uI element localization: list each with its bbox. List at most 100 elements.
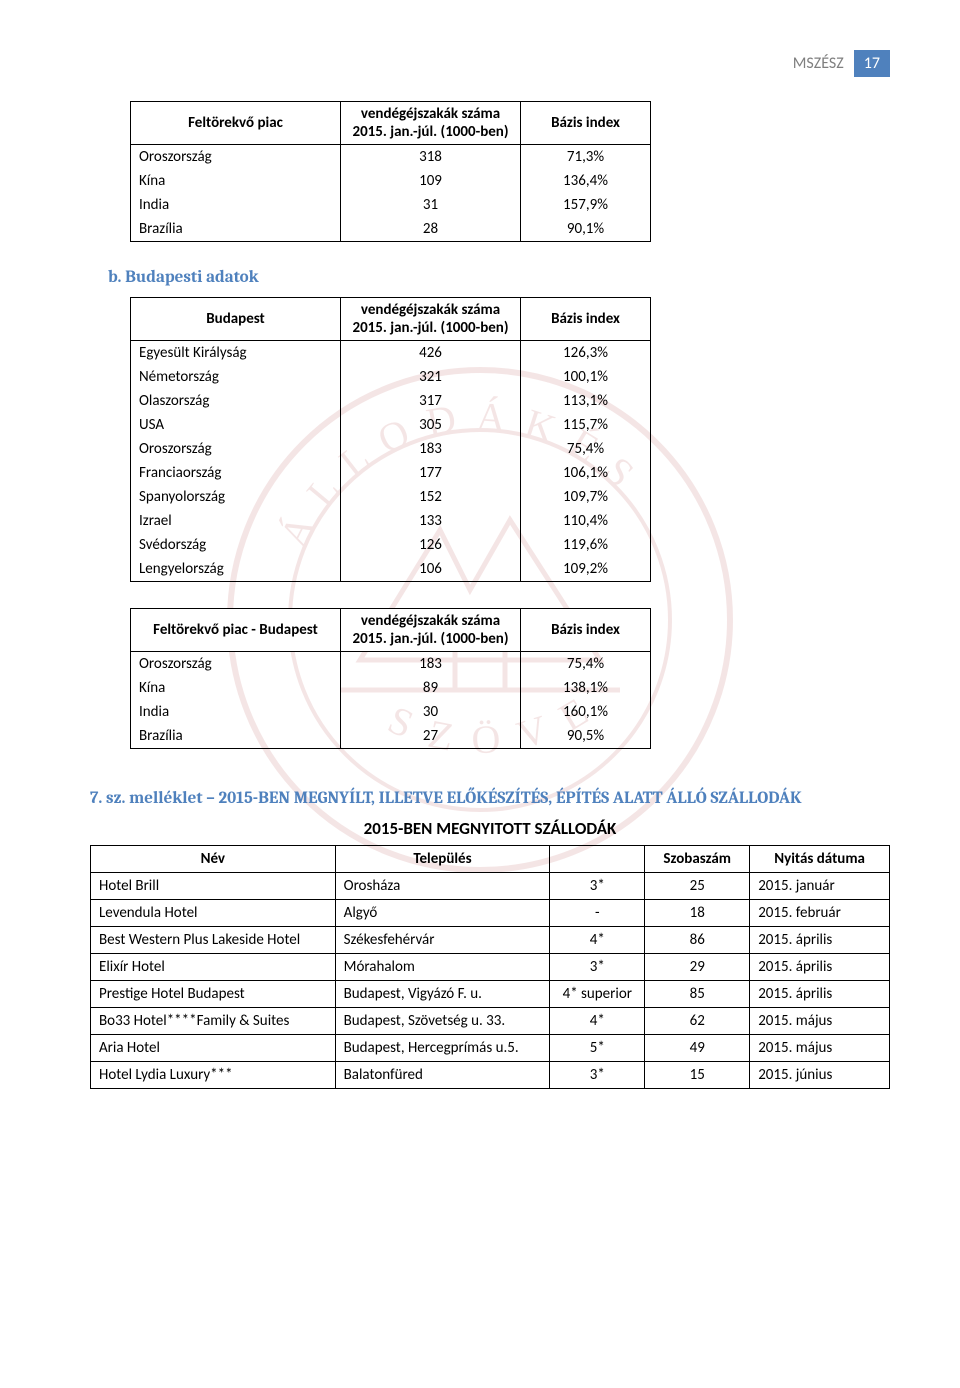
page-number-badge: 17	[854, 50, 890, 77]
cell-value: 133	[341, 509, 521, 533]
col-header: Név	[91, 846, 336, 873]
cell-value: 89	[341, 676, 521, 700]
cell-index: 136,4%	[521, 169, 651, 193]
cell-name: Aria Hotel	[91, 1035, 336, 1062]
table-row: India30160,1%	[131, 700, 651, 724]
cell-label: Oroszország	[131, 652, 341, 677]
cell-label: Kína	[131, 169, 341, 193]
cell-value: 109	[341, 169, 521, 193]
cell-location: Orosháza	[335, 873, 550, 900]
cell-value: 305	[341, 413, 521, 437]
cell-stars: 5*	[550, 1035, 645, 1062]
cell-index: 110,4%	[521, 509, 651, 533]
cell-date: 2015. április	[750, 954, 890, 981]
cell-rooms: 86	[645, 927, 750, 954]
cell-label: Izrael	[131, 509, 341, 533]
table-row: Oroszország31871,3%	[131, 145, 651, 170]
cell-value: 318	[341, 145, 521, 170]
cell-value: 27	[341, 724, 521, 749]
table-emerging-budapest: Feltörekvő piac - Budapest vendégéjszaká…	[130, 608, 651, 749]
header-label: MSZÉSZ	[793, 54, 844, 73]
col-header: vendégéjszakák száma 2015. jan.-júl. (10…	[341, 298, 521, 341]
cell-value: 152	[341, 485, 521, 509]
table-row: Hotel BrillOrosháza3*252015. január	[91, 873, 890, 900]
table-header-row: Feltörekvő piac vendégéjszakák száma 201…	[131, 102, 651, 145]
cell-index: 75,4%	[521, 652, 651, 677]
cell-label: Spanyolország	[131, 485, 341, 509]
table-row: USA305115,7%	[131, 413, 651, 437]
table-new-hotels: Név Település Szobaszám Nyitás dátuma Ho…	[90, 845, 890, 1089]
cell-label: Brazília	[131, 217, 341, 242]
table-row: Aria HotelBudapest, Hercegprímás u.5.5*4…	[91, 1035, 890, 1062]
table-row: Kína109136,4%	[131, 169, 651, 193]
col-header: vendégéjszakák száma 2015. jan.-júl. (10…	[341, 609, 521, 652]
table-row: Bo33 Hotel****Family & SuitesBudapest, S…	[91, 1008, 890, 1035]
cell-index: 160,1%	[521, 700, 651, 724]
col-header: Feltörekvő piac - Budapest	[131, 609, 341, 652]
cell-location: Mórahalom	[335, 954, 550, 981]
cell-stars: 4*	[550, 927, 645, 954]
cell-value: 31	[341, 193, 521, 217]
cell-rooms: 15	[645, 1062, 750, 1089]
col-header: Feltörekvő piac	[131, 102, 341, 145]
cell-index: 119,6%	[521, 533, 651, 557]
cell-date: 2015. január	[750, 873, 890, 900]
col-header: Bázis index	[521, 609, 651, 652]
table-row: Kína89138,1%	[131, 676, 651, 700]
cell-index: 109,7%	[521, 485, 651, 509]
cell-index: 106,1%	[521, 461, 651, 485]
cell-label: Franciaország	[131, 461, 341, 485]
cell-date: 2015. május	[750, 1008, 890, 1035]
table-row: Olaszország317113,1%	[131, 389, 651, 413]
cell-index: 113,1%	[521, 389, 651, 413]
page-header: MSZÉSZ 17	[90, 50, 890, 77]
cell-date: 2015. május	[750, 1035, 890, 1062]
table-emerging-markets: Feltörekvő piac vendégéjszakák száma 201…	[130, 101, 651, 242]
table-row: Levendula HotelAlgyő-182015. február	[91, 900, 890, 927]
hotels-table-title: 2015-BEN MEGNYITOTT SZÁLLODÁK	[90, 818, 890, 839]
cell-name: Elixír Hotel	[91, 954, 336, 981]
cell-date: 2015. június	[750, 1062, 890, 1089]
cell-index: 71,3%	[521, 145, 651, 170]
table-row: Brazília2890,1%	[131, 217, 651, 242]
table-row: Egyesült Királyság426126,3%	[131, 341, 651, 366]
cell-value: 106	[341, 557, 521, 582]
cell-index: 115,7%	[521, 413, 651, 437]
cell-index: 90,1%	[521, 217, 651, 242]
cell-stars: 4*	[550, 1008, 645, 1035]
cell-value: 30	[341, 700, 521, 724]
cell-rooms: 49	[645, 1035, 750, 1062]
cell-label: India	[131, 193, 341, 217]
cell-location: Balatonfüred	[335, 1062, 550, 1089]
cell-index: 75,4%	[521, 437, 651, 461]
cell-stars: 3*	[550, 873, 645, 900]
cell-name: Bo33 Hotel****Family & Suites	[91, 1008, 336, 1035]
cell-value: 317	[341, 389, 521, 413]
table-row: Oroszország18375,4%	[131, 437, 651, 461]
cell-name: Best Western Plus Lakeside Hotel	[91, 927, 336, 954]
table-row: Elixír HotelMórahalom3*292015. április	[91, 954, 890, 981]
col-header: Bázis index	[521, 102, 651, 145]
table-row: Svédország126119,6%	[131, 533, 651, 557]
cell-location: Algyő	[335, 900, 550, 927]
col-header: Bázis index	[521, 298, 651, 341]
table-row: Hotel Lydia Luxury***Balatonfüred3*15201…	[91, 1062, 890, 1089]
cell-label: Brazília	[131, 724, 341, 749]
table-row: India31157,9%	[131, 193, 651, 217]
col-header: Település	[335, 846, 550, 873]
cell-label: Németország	[131, 365, 341, 389]
cell-value: 321	[341, 365, 521, 389]
table-row: Best Western Plus Lakeside HotelSzékesfe…	[91, 927, 890, 954]
table-row: Németország321100,1%	[131, 365, 651, 389]
table-budapest: Budapest vendégéjszakák száma 2015. jan.…	[130, 297, 651, 582]
cell-label: Egyesült Királyság	[131, 341, 341, 366]
cell-rooms: 85	[645, 981, 750, 1008]
col-header: vendégéjszakák száma 2015. jan.-júl. (10…	[341, 102, 521, 145]
cell-index: 138,1%	[521, 676, 651, 700]
cell-date: 2015. április	[750, 981, 890, 1008]
cell-rooms: 25	[645, 873, 750, 900]
cell-index: 109,2%	[521, 557, 651, 582]
table-row: Brazília2790,5%	[131, 724, 651, 749]
section-7-heading: 7. sz. melléklet – 2015-BEN MEGNYÍLT, IL…	[90, 789, 890, 808]
cell-index: 126,3%	[521, 341, 651, 366]
